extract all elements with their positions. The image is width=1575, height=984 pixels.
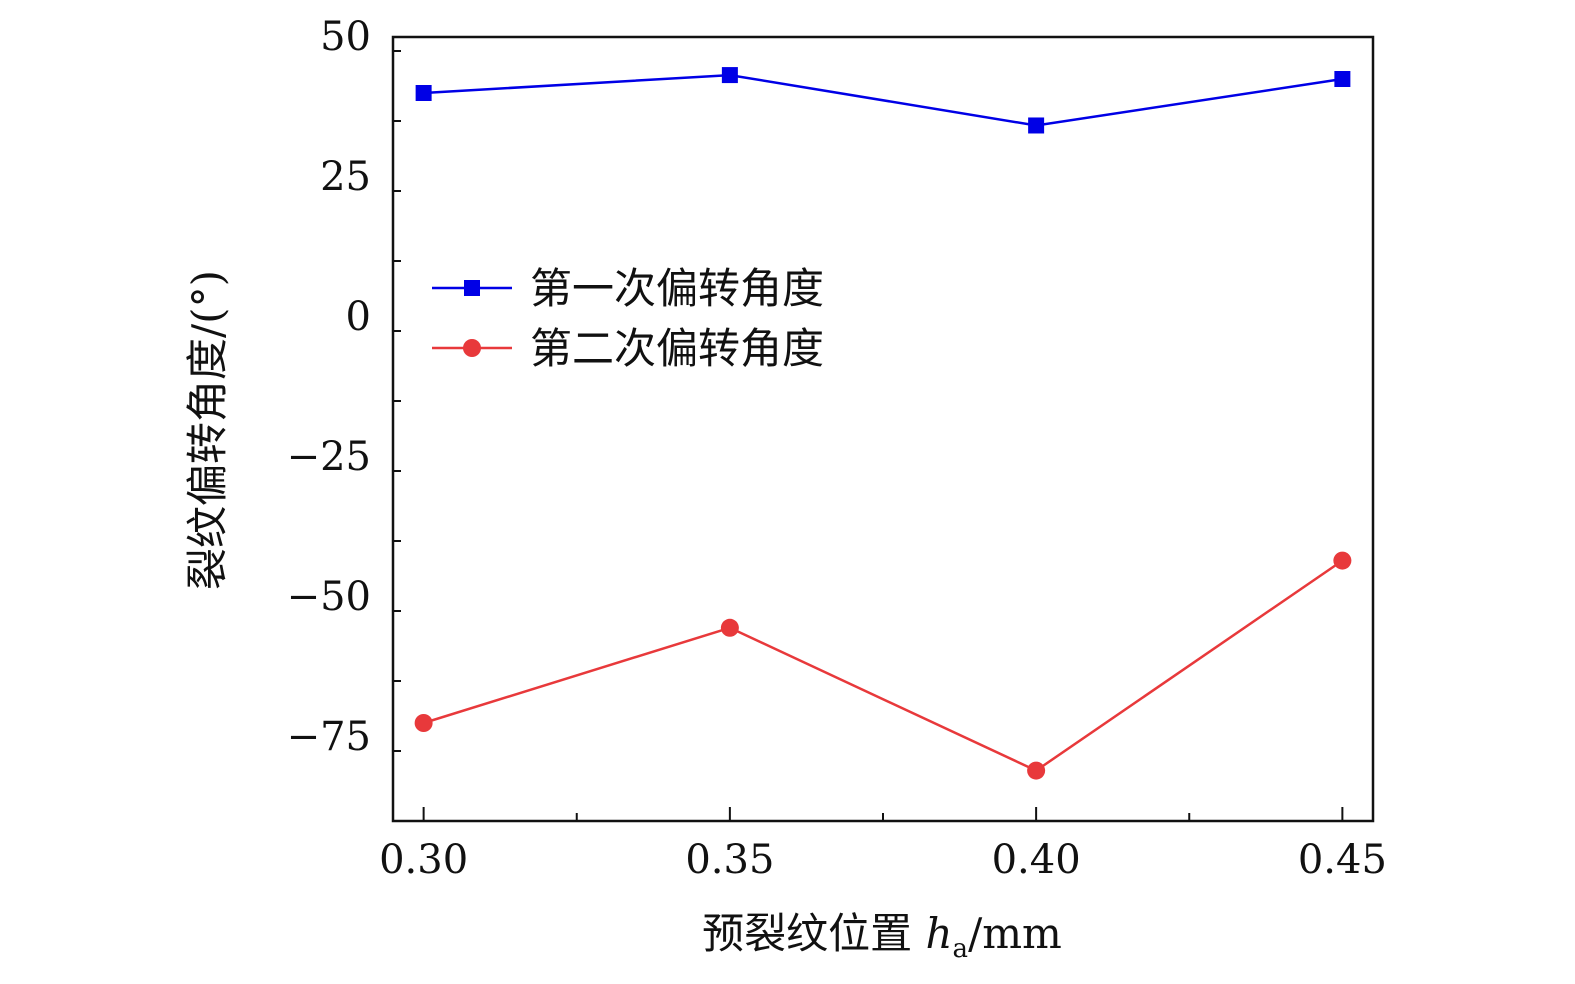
y-tick-label: 25 <box>320 154 371 200</box>
data-point-series-2 <box>414 714 433 732</box>
y-tick-label: 0 <box>346 294 371 340</box>
x-axis-title-suffix: /mm <box>968 909 1062 958</box>
legend-marker-series-2 <box>463 339 481 357</box>
legend-label-series-1: 第一次偏转角度 <box>530 264 824 313</box>
series-line-1 <box>423 73 1343 127</box>
y-tick-label: −50 <box>287 574 371 620</box>
data-point-series-1 <box>415 85 432 101</box>
y-tick-label: 50 <box>320 14 371 60</box>
data-point-series-2 <box>1333 551 1352 570</box>
legend-label-series-2: 第二次偏转角度 <box>530 324 824 373</box>
y-axis-title: 裂纹偏转角度/(°) <box>183 270 232 590</box>
x-tick-label: 0.35 <box>685 837 774 883</box>
series-layer <box>414 67 1352 780</box>
x-axis-title-subscript: a <box>953 934 969 964</box>
x-axis-title: 预裂纹位置 ha/mm <box>702 909 1062 964</box>
tick-layer: 50 25 0 −25 −50 −75 0.30 0.35 0.40 0.45 <box>287 14 1387 883</box>
data-point-series-1 <box>721 67 738 84</box>
data-point-series-2 <box>720 618 739 637</box>
y-tick-label: −25 <box>287 434 371 480</box>
x-axis-title-prefix: 预裂纹位置 <box>702 909 925 958</box>
y-tick-label: −75 <box>287 714 371 760</box>
x-tick-label: 0.45 <box>1298 837 1387 883</box>
legend: 第一次偏转角度 第二次偏转角度 <box>432 264 824 373</box>
data-point-series-1 <box>1028 117 1045 134</box>
data-point-series-1 <box>1334 71 1351 87</box>
x-axis-title-variable: h <box>925 909 952 958</box>
data-point-series-2 <box>1027 761 1046 780</box>
plot-frame <box>391 35 1375 823</box>
x-tick-label: 0.40 <box>992 837 1081 883</box>
series-line-2 <box>423 559 1344 773</box>
x-tick-label: 0.30 <box>379 837 468 883</box>
legend-marker-series-1 <box>464 280 480 296</box>
